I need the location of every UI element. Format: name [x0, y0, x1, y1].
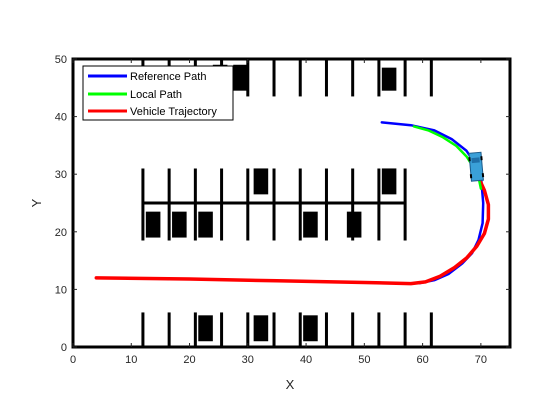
vehicle-body: [468, 151, 485, 182]
vehicle-wheel: [481, 173, 485, 178]
x-tick-label: 10: [125, 354, 137, 366]
parked-cars: [145, 64, 397, 342]
x-tick-label: 50: [358, 354, 370, 366]
legend-label-reference: Reference Path: [130, 71, 206, 83]
y-tick-label: 20: [55, 227, 67, 239]
parked-car: [172, 211, 187, 238]
y-tick-label: 50: [55, 54, 67, 66]
axis-ticks: 0 10 20 30 40 50 60 70 0 10 20 30 40 50: [55, 54, 510, 366]
vehicle-windshield: [471, 157, 480, 164]
y-tick-label: 10: [55, 284, 67, 296]
y-tick-label: 40: [55, 112, 67, 124]
parked-car: [233, 64, 248, 91]
parked-car: [145, 211, 161, 238]
vehicle-wheel: [468, 157, 471, 162]
parked-car: [381, 67, 397, 91]
x-tick-label: 60: [416, 354, 428, 366]
vehicle-trajectory-line: [94, 178, 491, 286]
y-tick-label: 30: [55, 169, 67, 181]
parked-car: [253, 168, 269, 195]
x-tick-label: 40: [300, 354, 312, 366]
parking-lot-layout: [141, 59, 433, 347]
parked-car: [253, 315, 269, 342]
vehicle-marker: [468, 151, 485, 182]
parked-car: [381, 168, 397, 195]
parked-car: [198, 315, 213, 342]
parked-car: [346, 211, 362, 238]
axes-box: [71, 57, 512, 349]
y-tick-label: 0: [61, 342, 67, 354]
x-tick-label: 70: [475, 354, 487, 366]
legend-label-trajectory: Vehicle Trajectory: [130, 106, 217, 118]
vehicle-wheel: [480, 156, 483, 161]
vehicle-wheel: [469, 174, 473, 179]
x-axis-title: X: [286, 377, 295, 392]
parked-car: [303, 211, 318, 238]
parked-car: [303, 315, 318, 342]
x-tick-label: 20: [183, 354, 195, 366]
parked-car: [198, 211, 213, 238]
y-axis-title: Y: [29, 198, 44, 207]
x-tick-label: 0: [70, 354, 76, 366]
legend: Reference Path Local Path Vehicle Trajec…: [82, 65, 234, 121]
legend-label-local: Local Path: [130, 89, 182, 101]
x-tick-label: 30: [242, 354, 254, 366]
